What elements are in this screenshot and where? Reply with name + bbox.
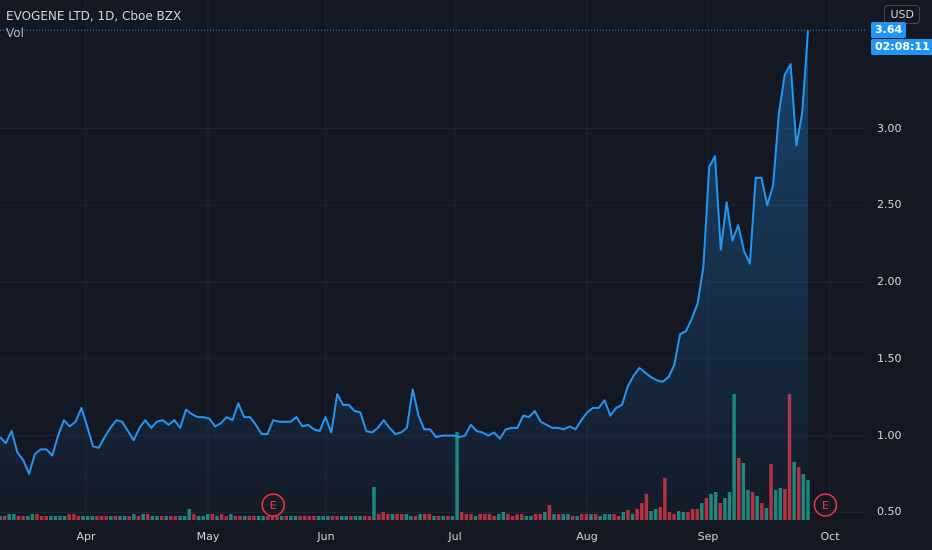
x-tick-label: May: [196, 530, 220, 543]
countdown-label: 02:08:11: [871, 39, 932, 56]
x-tick-label: Sep: [697, 530, 719, 543]
last-price-label: 3.64: [871, 22, 907, 39]
earnings-marker-label: E: [270, 499, 277, 512]
y-tick-label: 3.00: [877, 121, 902, 135]
earnings-marker-circle: [813, 493, 838, 517]
x-tick-label: Jun: [317, 530, 335, 543]
earnings-marker-label: E: [822, 499, 829, 512]
volume-label: Vol: [6, 26, 24, 40]
x-tick-label: Apr: [76, 530, 96, 543]
y-tick-label: 2.50: [877, 198, 902, 212]
x-tick-label: Jul: [448, 530, 462, 543]
earnings-marker-circle: [261, 493, 285, 517]
x-tick-label: Aug: [576, 530, 598, 543]
y-tick-label: 0.50: [877, 505, 902, 519]
x-tick-label: Oct: [820, 530, 840, 543]
currency-button[interactable]: USD: [884, 5, 920, 24]
price-line: [0, 30, 809, 475]
price-area: [0, 30, 808, 521]
y-tick-label: 2.00: [877, 275, 902, 289]
y-tick-label: 1.00: [877, 428, 902, 442]
symbol-title[interactable]: EVOGENE LTD, 1D, Cboe BZX: [6, 9, 182, 23]
y-tick-label: 1.50: [877, 351, 902, 365]
legend: EVOGENE LTD, 1D, Cboe BZX Vol: [6, 8, 181, 42]
